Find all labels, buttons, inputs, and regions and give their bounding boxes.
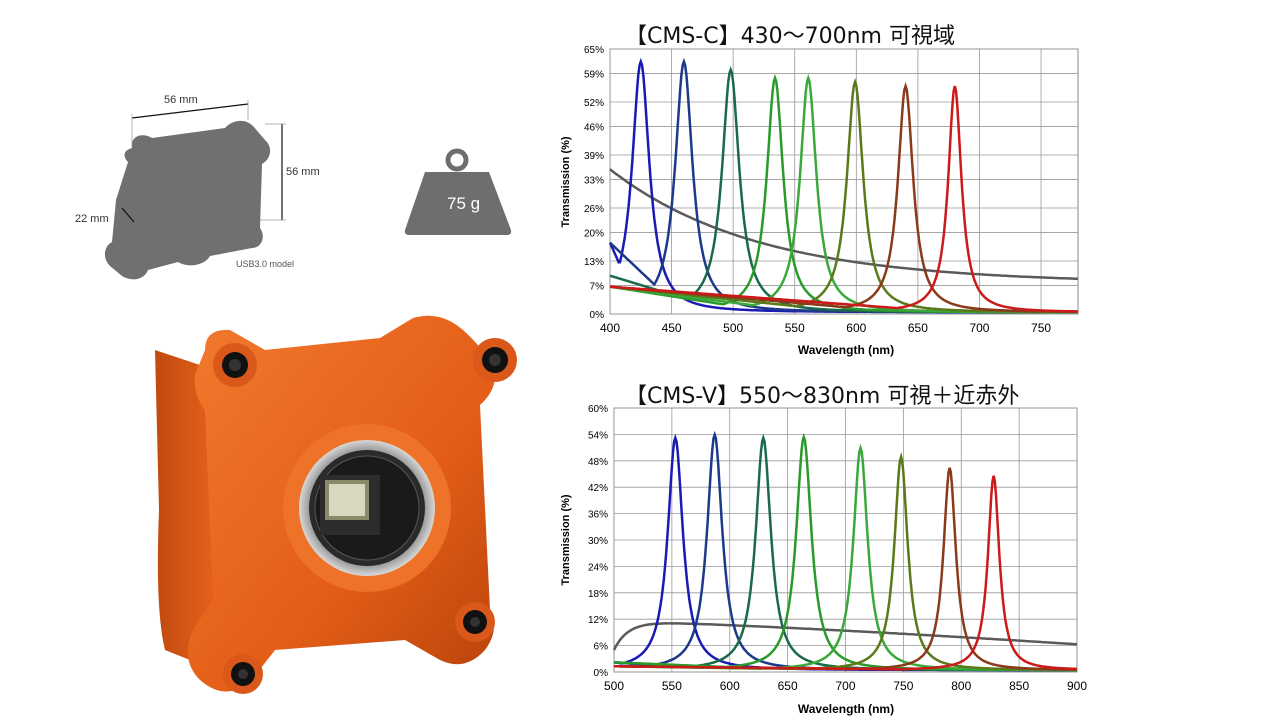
x-tick-label: 500 [723,321,743,335]
series-baseline-line [609,168,1079,281]
x-tick-label: 550 [785,321,805,335]
y-tick-label: 36% [588,510,608,521]
depth-dimension-line [121,207,135,223]
x-tick-label: 600 [720,679,740,693]
x-tick-label: 750 [893,679,913,693]
series-line-peak-828 [614,475,1077,671]
chart-v-xlabel: Wavelength (nm) [798,702,894,716]
camera-photo [155,315,517,694]
y-tick-label: 18% [588,589,608,600]
width-dimension-line [131,103,249,119]
height-label: 56 mm [286,166,320,178]
y-tick-label: 39% [584,151,604,162]
chart-v-ylabel: Transmission (%) [560,494,572,585]
chart-cms-c: 0% 7% 13% 20% 26% 33% 39% 46% 52% 59% 65% 400 450 50… [560,45,1079,357]
y-tick-label: 24% [588,562,608,573]
model-label: USB3.0 model [236,259,294,269]
y-tick-label: 30% [588,536,608,547]
y-tick-label: 20% [584,228,604,239]
y-tick-label: 42% [588,483,608,494]
y-tick-label: 60% [588,404,608,415]
chart-cms-v: 0% 6% 12% 18% 24% 30% 36% 42% 48% 54% 60% 500 550 60… [560,404,1087,716]
y-tick-label: 0% [594,668,609,679]
x-tick-label: 750 [1031,321,1051,335]
series-line-peak-460 [609,57,1078,314]
camera-silhouette [104,120,271,280]
weight-icon: 75 g [404,148,512,235]
y-tick-label: 33% [584,175,604,186]
x-tick-label: 500 [604,679,624,693]
series-line-peak-599 [609,78,1078,314]
y-tick-label: 0% [590,310,605,321]
weight-label: 75 g [447,194,480,213]
chart-c-title: 【CMS-C】430～700nm 可視域 [625,24,955,49]
y-tick-label: 65% [584,45,604,56]
chart-c-xlabel: Wavelength (nm) [798,343,894,357]
chart-c-grid [609,48,1079,315]
series-line-peak-680 [609,85,1078,313]
chart-c-ylabel: Transmission (%) [560,136,572,227]
x-tick-label: 650 [908,321,928,335]
chart-v-grid [613,407,1078,673]
x-tick-label: 900 [1067,679,1087,693]
y-tick-label: 26% [584,204,604,215]
y-tick-label: 59% [584,69,604,80]
x-tick-label: 700 [835,679,855,693]
x-tick-label: 700 [969,321,989,335]
y-tick-label: 52% [584,98,604,109]
x-tick-label: 850 [1009,679,1029,693]
y-tick-label: 6% [594,642,609,653]
depth-label: 22 mm [75,213,109,225]
x-tick-label: 450 [662,321,682,335]
x-tick-label: 550 [662,679,682,693]
width-label: 56 mm [164,94,198,106]
camera-dimensions-diagram: 56 mm 56 mm 22 mm USB3.0 model [75,94,320,280]
y-tick-label: 46% [584,122,604,133]
x-tick-label: 600 [846,321,866,335]
chart-v-title: 【CMS-V】550～830nm 可視＋近赤外 [625,384,1020,409]
y-tick-label: 54% [588,430,608,441]
series-baseline-line [612,622,1078,651]
y-tick-label: 48% [588,457,608,468]
y-tick-label: 12% [588,615,608,626]
x-tick-label: 650 [778,679,798,693]
y-tick-label: 13% [584,257,604,268]
y-tick-label: 7% [590,281,605,292]
x-tick-label: 800 [951,679,971,693]
x-tick-label: 400 [600,321,620,335]
